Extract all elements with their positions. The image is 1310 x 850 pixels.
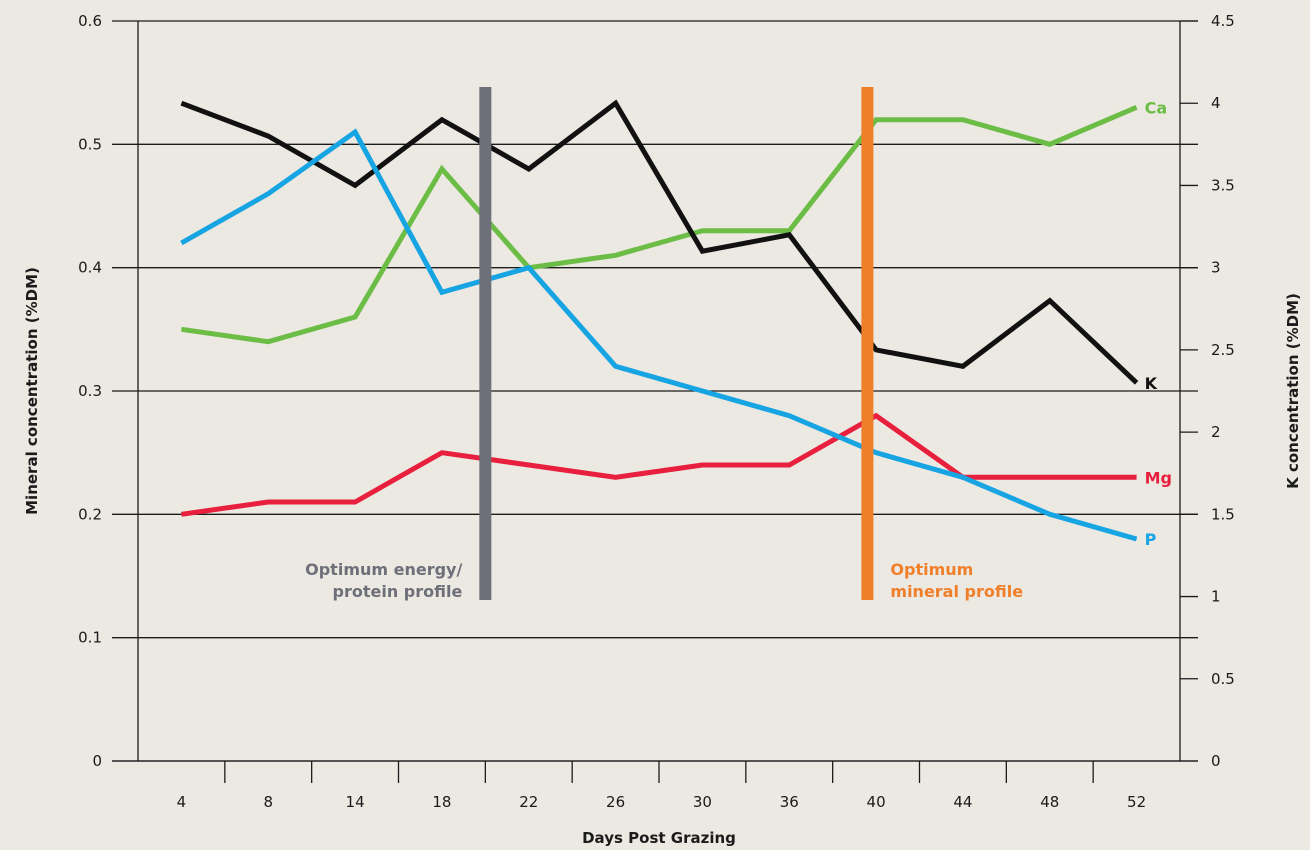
- series-label-p: P: [1145, 530, 1157, 549]
- x-tick-label: 14: [346, 793, 365, 811]
- series-label-ca: Ca: [1145, 98, 1168, 117]
- right-tick-label: 3.5: [1211, 176, 1235, 194]
- x-axis-title: Days Post Grazing: [582, 829, 736, 847]
- series-line-k: [180, 99, 1139, 385]
- annotation-label-1-1: mineral profile: [890, 582, 1023, 601]
- x-tick-label: 22: [519, 793, 538, 811]
- left-tick-label: 0.4: [78, 259, 102, 277]
- series-line-p: [180, 128, 1138, 542]
- x-tick-label: 30: [693, 793, 712, 811]
- left-tick-label: 0.2: [78, 505, 102, 523]
- x-tick-label: 48: [1040, 793, 1059, 811]
- x-tick-label: 18: [432, 793, 451, 811]
- right-tick-label: 4: [1211, 94, 1221, 112]
- series-line-ca: [181, 105, 1138, 345]
- x-tick-label: 52: [1127, 793, 1146, 811]
- right-tick-label: 2.5: [1211, 341, 1235, 359]
- left-axis-title: Mineral concentration (%DM): [23, 267, 41, 515]
- left-tick-label: 0.3: [78, 382, 102, 400]
- left-tick-label: 0.6: [78, 12, 102, 30]
- x-tick-label: 36: [780, 793, 799, 811]
- annotation-bar-1: [861, 87, 874, 600]
- x-tick-label: 26: [606, 793, 625, 811]
- series-label-mg: Mg: [1145, 468, 1172, 487]
- series-line-mg: [181, 412, 1137, 517]
- right-tick-label: 0.5: [1211, 670, 1235, 688]
- right-tick-label: 1: [1211, 588, 1221, 606]
- left-tick-label: 0.1: [78, 629, 102, 647]
- right-tick-label: 1.5: [1211, 505, 1235, 523]
- x-tick-label: 4: [177, 793, 187, 811]
- right-tick-label: 2: [1211, 423, 1221, 441]
- annotation-label-0-0: Optimum energy/: [305, 560, 462, 579]
- right-tick-label: 3: [1211, 259, 1221, 277]
- series-label-k: K: [1145, 374, 1158, 393]
- annotation-label-0-1: protein profile: [333, 582, 463, 601]
- x-tick-label: 8: [263, 793, 273, 811]
- right-tick-label: 0: [1211, 752, 1221, 770]
- x-tick-label: 44: [953, 793, 972, 811]
- right-axis-title: K concentration (%DM): [1284, 293, 1302, 489]
- left-tick-label: 0: [92, 752, 102, 770]
- right-tick-label: 4.5: [1211, 12, 1235, 30]
- annotation-bar-0: [479, 87, 492, 600]
- annotation-label-1-0: Optimum: [890, 560, 973, 579]
- left-tick-label: 0.5: [78, 135, 102, 153]
- x-tick-label: 40: [867, 793, 886, 811]
